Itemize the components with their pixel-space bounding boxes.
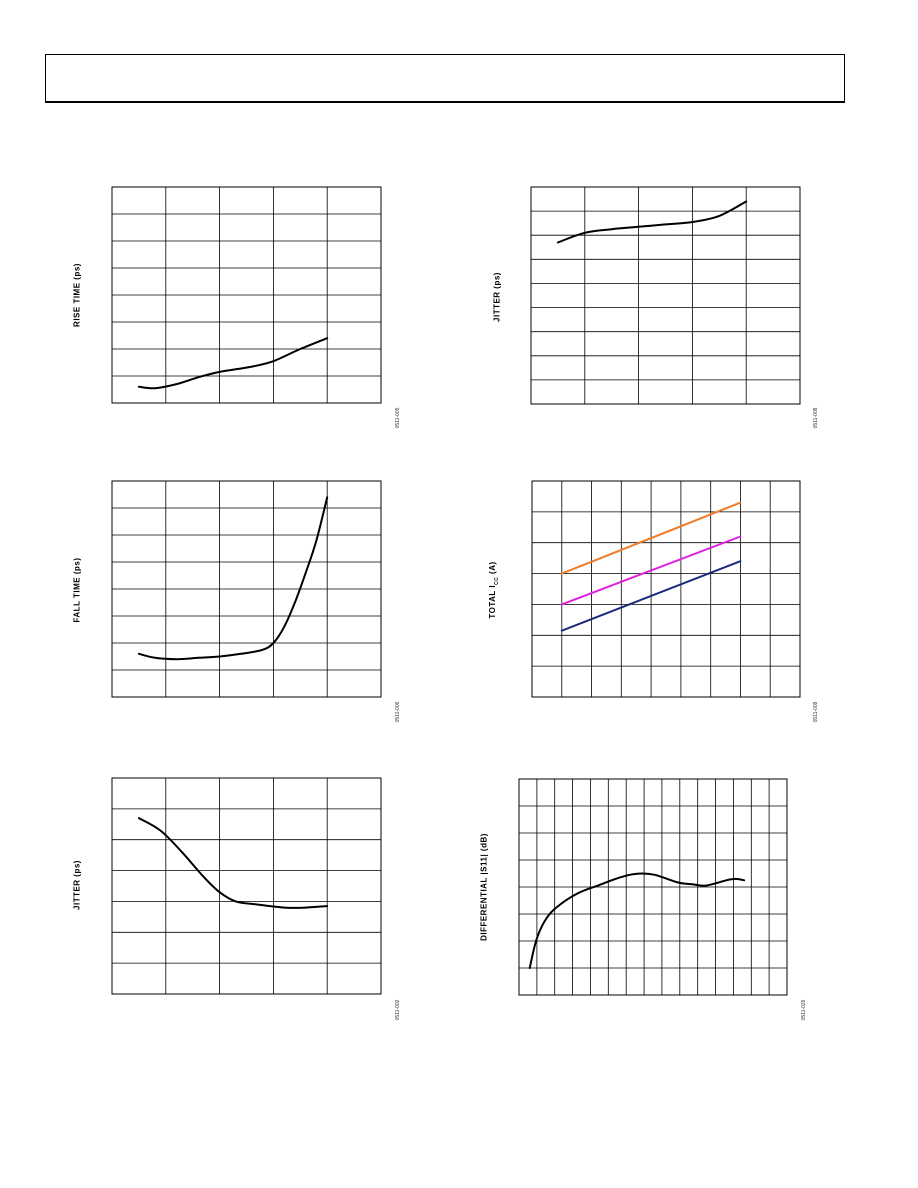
total-icc-label-unit: (A) bbox=[488, 561, 498, 577]
fall-time-y-axis-label: FALL TIME (ps) bbox=[72, 557, 82, 623]
total-icc-label-sub: CC bbox=[493, 576, 500, 585]
rise-time-chart bbox=[111, 186, 382, 404]
figure-id: 0511-009 bbox=[813, 701, 819, 723]
data-series-line-0 bbox=[137, 817, 329, 909]
figure-id: 0511-006 bbox=[395, 701, 401, 723]
differential-s11-chart bbox=[518, 778, 788, 996]
chart-plot-area bbox=[111, 480, 382, 698]
data-series-line-1 bbox=[560, 535, 742, 606]
data-series-line-0 bbox=[560, 501, 742, 575]
plot-frame bbox=[531, 480, 801, 698]
figure-id: 0511-002 bbox=[395, 999, 401, 1021]
total-icc-chart bbox=[531, 480, 801, 698]
figure-id: 0511-005 bbox=[395, 407, 401, 429]
data-series-line-0 bbox=[137, 337, 329, 390]
chart-plot-area bbox=[111, 186, 382, 404]
s11-y-axis-label: DIFFERENTIAL |S11| (dB) bbox=[479, 833, 489, 941]
data-series-line-0 bbox=[137, 496, 329, 661]
figure-id: 0511-026 bbox=[801, 999, 807, 1021]
plot-frame bbox=[111, 186, 382, 404]
chart-plot-area bbox=[531, 480, 801, 698]
data-series-line-2 bbox=[560, 560, 742, 632]
data-series-line-0 bbox=[556, 200, 748, 244]
plot-frame bbox=[111, 777, 382, 995]
total-icc-label-text: TOTAL I bbox=[488, 584, 498, 619]
plot-frame bbox=[518, 778, 788, 996]
jitter-bottom-y-axis-label: JITTER (ps) bbox=[72, 860, 82, 910]
plot-frame bbox=[530, 186, 801, 405]
total-icc-y-axis-label: TOTAL ICC (A) bbox=[488, 561, 500, 618]
jitter-chart-bottom bbox=[111, 777, 382, 995]
plot-frame bbox=[111, 480, 382, 698]
rise-time-y-axis-label: RISE TIME (ps) bbox=[72, 263, 82, 327]
data-series-line-0 bbox=[528, 872, 746, 969]
chart-plot-area bbox=[111, 777, 382, 995]
figure-id: 0511-008 bbox=[813, 407, 819, 429]
page-header-box bbox=[45, 54, 845, 103]
chart-plot-area bbox=[518, 778, 788, 996]
fall-time-chart bbox=[111, 480, 382, 698]
jitter-chart-top bbox=[530, 186, 801, 405]
jitter-top-y-axis-label: JITTER (ps) bbox=[492, 272, 502, 322]
chart-plot-area bbox=[530, 186, 801, 405]
